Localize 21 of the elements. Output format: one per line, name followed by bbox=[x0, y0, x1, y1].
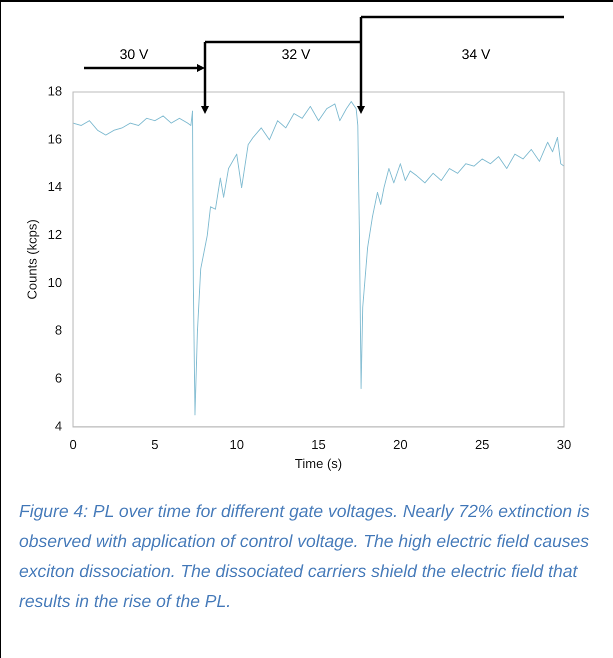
text: 30 V bbox=[120, 46, 148, 62]
text: 34 V bbox=[462, 46, 490, 62]
x-tick-label: 5 bbox=[151, 437, 158, 452]
x-tick-label: 0 bbox=[69, 437, 77, 452]
y-tick-label: 10 bbox=[48, 274, 62, 290]
x-axis-title: Time (s) bbox=[294, 456, 342, 471]
x-tick-label: 30 bbox=[556, 437, 572, 452]
y-tick-label: 6 bbox=[54, 370, 62, 386]
text: 32 V bbox=[282, 46, 310, 62]
x-tick-label: 10 bbox=[229, 437, 244, 452]
x-tick-label: 20 bbox=[393, 437, 408, 452]
y-tick-label: 16 bbox=[48, 131, 62, 146]
y-axis-title: Counts (kcps) bbox=[24, 219, 40, 300]
y-tick-label: 14 bbox=[48, 179, 62, 194]
caption: Figure 4: PL over time for different gate voltages. Nearly 72% extinction is observed with application of control voltage. The high electric field causes exciton dissociation. The dissociated carriers shield the electric field that results in the rise of the PL. bbox=[19, 500, 591, 613]
y-tick-label: 18 bbox=[48, 84, 62, 99]
x-tick-label: 15 bbox=[311, 437, 326, 452]
y-tick-label: 4 bbox=[54, 418, 62, 434]
x-tick-label: 25 bbox=[474, 437, 490, 452]
y-tick-label: 8 bbox=[54, 322, 62, 338]
y-tick-label: 12 bbox=[48, 227, 62, 242]
